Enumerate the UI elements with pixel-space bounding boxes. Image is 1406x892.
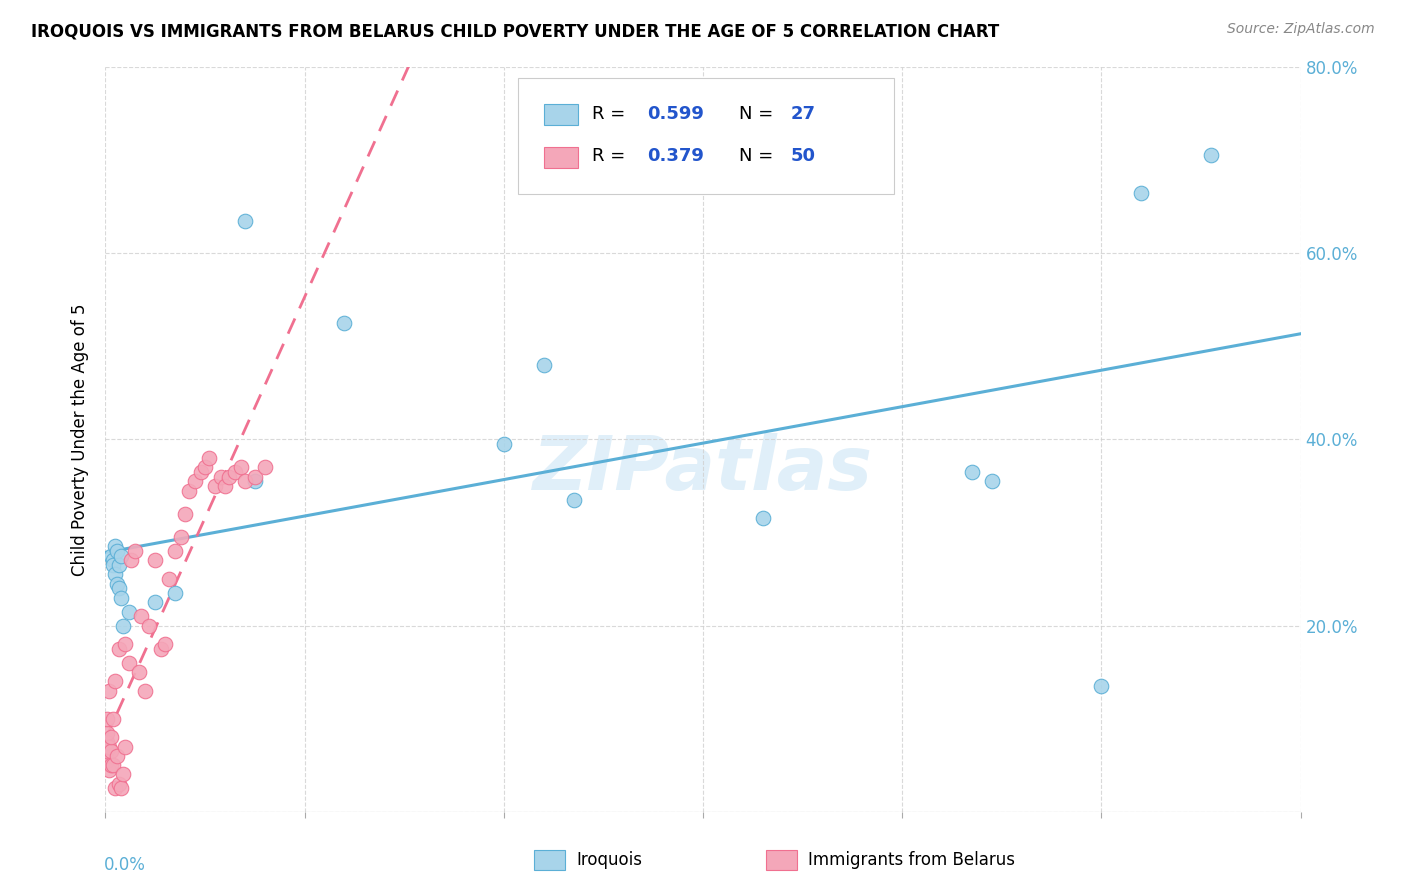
Point <box>96 744 118 758</box>
Text: ZIPatlas: ZIPatlas <box>533 433 873 506</box>
Point <box>114 739 136 754</box>
Point <box>174 507 197 521</box>
Point <box>100 744 122 758</box>
Point <box>204 479 226 493</box>
Point <box>112 618 135 632</box>
Point <box>120 553 142 567</box>
Point <box>150 641 173 656</box>
Point <box>96 712 118 726</box>
Point <box>107 748 129 763</box>
Point <box>253 460 276 475</box>
Point <box>233 474 256 488</box>
Point <box>128 665 150 679</box>
Text: IROQUOIS VS IMMIGRANTS FROM BELARUS CHILD POVERTY UNDER THE AGE OF 5 CORRELATION: IROQUOIS VS IMMIGRANTS FROM BELARUS CHIL… <box>31 22 1000 40</box>
Point <box>118 656 141 670</box>
Point <box>229 460 252 475</box>
Point <box>110 549 132 563</box>
Point <box>124 544 146 558</box>
Point <box>209 469 232 483</box>
Point <box>190 465 212 479</box>
Point <box>98 763 121 777</box>
Point <box>751 511 773 525</box>
Point <box>114 637 136 651</box>
Point <box>165 586 187 600</box>
Point <box>218 469 240 483</box>
Point <box>100 549 122 563</box>
Point <box>108 641 131 656</box>
Point <box>1130 186 1153 200</box>
Point <box>134 683 156 698</box>
Point <box>165 544 187 558</box>
Point <box>104 540 127 554</box>
Point <box>960 465 983 479</box>
Point <box>492 437 515 451</box>
Text: 27: 27 <box>790 105 815 123</box>
Point <box>103 758 125 772</box>
Y-axis label: Child Poverty Under the Age of 5: Child Poverty Under the Age of 5 <box>72 303 90 575</box>
Point <box>143 595 166 609</box>
Point <box>112 767 135 781</box>
Point <box>333 316 356 330</box>
Point <box>194 460 217 475</box>
Text: Iroquois: Iroquois <box>576 851 643 869</box>
Point <box>129 609 153 624</box>
Point <box>118 605 141 619</box>
Point <box>198 450 221 465</box>
Text: 0.379: 0.379 <box>647 147 704 165</box>
Point <box>233 213 256 227</box>
Point <box>110 781 132 796</box>
Point <box>1090 679 1112 693</box>
Point <box>157 572 180 586</box>
Point <box>224 465 246 479</box>
Point <box>96 725 118 739</box>
Point <box>562 492 585 507</box>
Point <box>104 781 127 796</box>
Point <box>243 474 266 488</box>
Point <box>138 618 160 632</box>
Point <box>533 358 555 372</box>
Text: N =: N = <box>740 105 779 123</box>
Point <box>107 576 129 591</box>
FancyBboxPatch shape <box>517 78 894 194</box>
Point <box>96 735 118 749</box>
Text: N =: N = <box>740 147 779 165</box>
Point <box>110 591 132 605</box>
Point <box>1199 148 1222 162</box>
Point <box>214 479 236 493</box>
Point <box>108 777 131 791</box>
Text: Immigrants from Belarus: Immigrants from Belarus <box>808 851 1015 869</box>
Point <box>243 469 266 483</box>
Point <box>96 754 118 768</box>
Point <box>108 558 131 572</box>
Text: R =: R = <box>592 105 631 123</box>
Text: 0.599: 0.599 <box>647 105 704 123</box>
Point <box>104 567 127 582</box>
Point <box>103 558 125 572</box>
Point <box>104 674 127 689</box>
Bar <box>544 104 578 125</box>
Text: R =: R = <box>592 147 631 165</box>
Text: 0.0%: 0.0% <box>104 856 145 874</box>
Point <box>170 530 193 544</box>
Text: 50: 50 <box>790 147 815 165</box>
Point <box>153 637 177 651</box>
Point <box>143 553 166 567</box>
Point <box>98 739 121 754</box>
Point <box>98 683 121 698</box>
Point <box>100 758 122 772</box>
Point <box>103 712 125 726</box>
Point <box>103 553 125 567</box>
Point <box>100 730 122 744</box>
Point <box>184 474 207 488</box>
Text: Source: ZipAtlas.com: Source: ZipAtlas.com <box>1227 22 1375 37</box>
Point <box>980 474 1002 488</box>
Point <box>107 544 129 558</box>
Bar <box>544 147 578 168</box>
Point <box>177 483 201 498</box>
Point <box>108 582 131 596</box>
